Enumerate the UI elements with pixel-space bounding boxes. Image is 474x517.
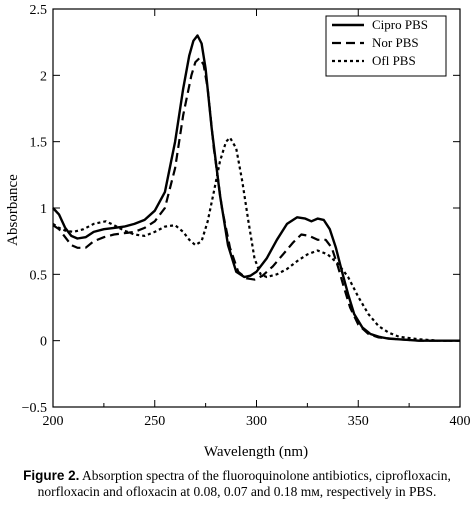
series-line-nor-pbs <box>52 57 460 342</box>
y-tick-label: 2.5 <box>30 3 48 18</box>
y-tick-label: 2 <box>40 69 47 84</box>
x-tick-label: 400 <box>450 414 471 429</box>
y-tick-label: −0.5 <box>22 401 47 416</box>
series-line-ofl-pbs <box>52 136 460 342</box>
legend-label: Ofl PBS <box>372 53 416 68</box>
legend-label: Cipro PBS <box>372 17 428 32</box>
y-tick-label: 1.5 <box>30 136 48 151</box>
x-tick-label: 300 <box>246 414 267 429</box>
legend: Cipro PBS Nor PBS Ofl PBS <box>325 15 447 77</box>
legend-label: Nor PBS <box>372 35 419 50</box>
y-tick-label: 0 <box>40 335 47 350</box>
series-line-cipro-pbs <box>52 34 460 342</box>
absorption-spectra-chart: 200 250 300 350 400 −0.5 0 0.5 1 1.5 2 2.5 Waveleng… <box>5 3 471 460</box>
figure-caption: Figure 2. Absorption spectra of the fluo… <box>8 468 466 500</box>
axis-ticks: 200 250 300 350 400 −0.5 0 0.5 1 1.5 2 2.5 <box>22 3 471 429</box>
x-tick-label: 350 <box>348 414 369 429</box>
y-axis-label: Absorbance <box>5 174 21 246</box>
caption-label: Figure 2. <box>23 468 80 483</box>
y-tick-label: 0.5 <box>30 268 48 283</box>
x-tick-label: 200 <box>43 414 64 429</box>
y-tick-label: 1 <box>40 202 47 217</box>
x-axis-label: Wavelength (nm) <box>204 444 308 460</box>
caption-text: Absorption spectra of the fluoroquinolon… <box>37 468 451 499</box>
series-lines <box>52 34 460 342</box>
x-tick-label: 250 <box>144 414 165 429</box>
